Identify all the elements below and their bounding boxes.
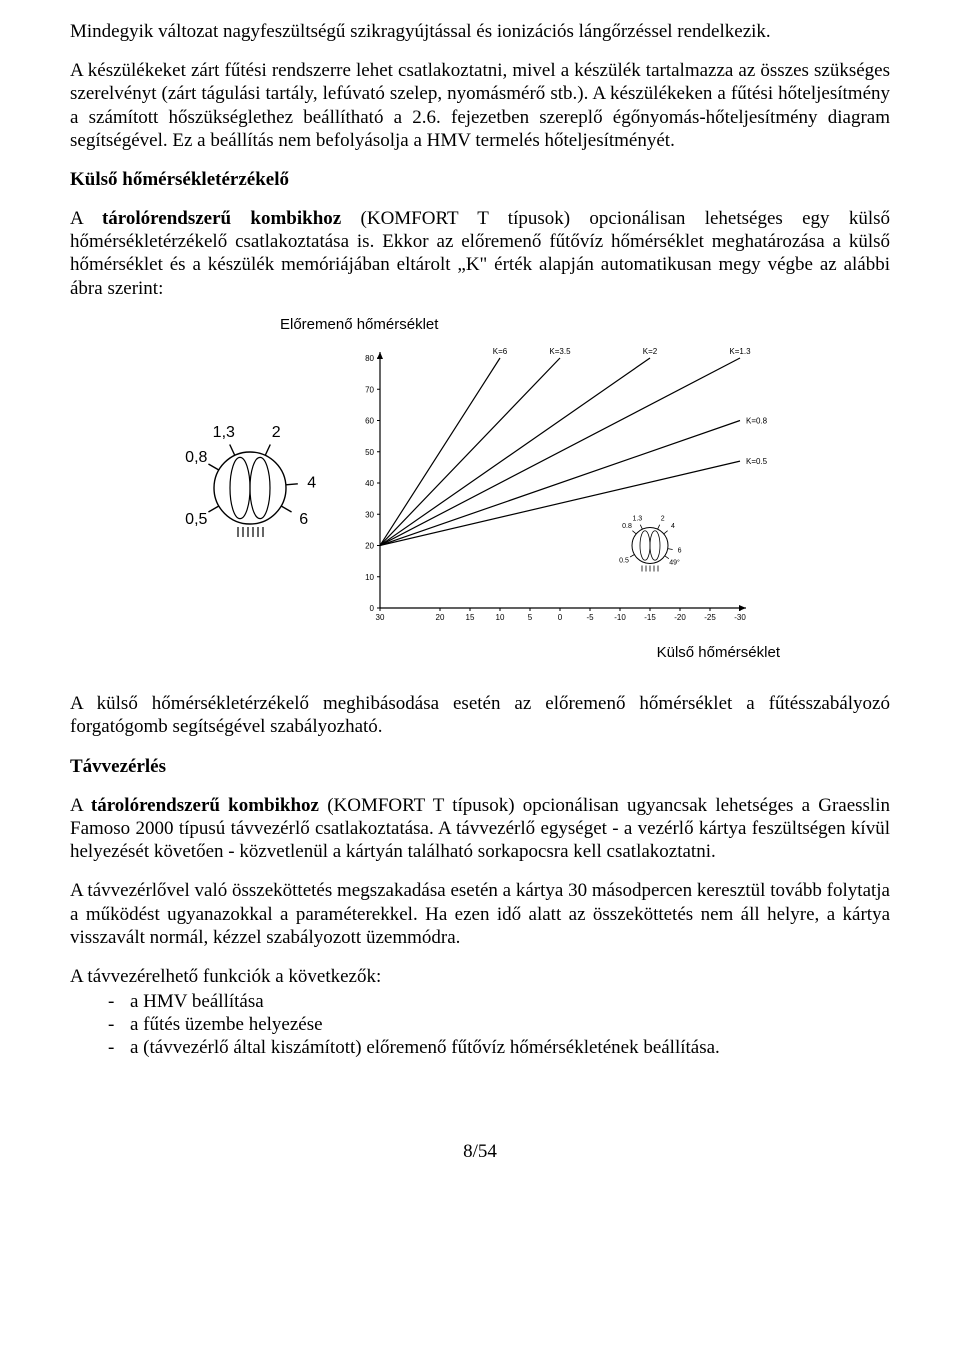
svg-text:K=3.5: K=3.5 bbox=[549, 347, 571, 356]
svg-text:0.5: 0.5 bbox=[619, 558, 629, 565]
svg-text:-10: -10 bbox=[614, 613, 626, 622]
svg-text:0,8: 0,8 bbox=[185, 449, 207, 466]
dial-illustration-large: 0,8 1,3 2 4 6 0,5 bbox=[170, 408, 330, 568]
heading-outdoor-sensor: Külső hőmérsékletérzékelő bbox=[70, 168, 890, 191]
svg-text:K=6: K=6 bbox=[493, 347, 508, 356]
svg-text:20: 20 bbox=[365, 542, 374, 551]
paragraph: A tárolórendszerű kombikhoz (KOMFORT T t… bbox=[70, 794, 890, 864]
svg-text:2: 2 bbox=[272, 424, 281, 441]
svg-text:15: 15 bbox=[466, 613, 475, 622]
chart-heating-curve: Előremenő hőmérséklet 0,81,32460,5 80706… bbox=[170, 316, 790, 663]
paragraph: A készülékeket zárt fűtési rendszerre le… bbox=[70, 59, 890, 152]
svg-text:80: 80 bbox=[365, 354, 374, 363]
svg-text:4: 4 bbox=[671, 523, 675, 530]
paragraph: A külső hőmérsékletérzékelő meghibásodás… bbox=[70, 692, 890, 738]
svg-text:K=1.3: K=1.3 bbox=[729, 347, 751, 356]
svg-text:49°: 49° bbox=[669, 559, 680, 567]
text-run-bold: tárolórendszerű kombikhoz bbox=[91, 795, 319, 816]
svg-text:20: 20 bbox=[436, 613, 445, 622]
svg-text:5: 5 bbox=[528, 613, 533, 622]
page-number: 8/54 bbox=[70, 1140, 890, 1163]
svg-text:-5: -5 bbox=[586, 613, 594, 622]
svg-text:1,3: 1,3 bbox=[213, 424, 235, 441]
svg-text:K=2: K=2 bbox=[643, 347, 658, 356]
svg-text:70: 70 bbox=[365, 385, 374, 394]
svg-text:-20: -20 bbox=[674, 613, 686, 622]
svg-text:40: 40 bbox=[365, 479, 374, 488]
svg-text:30: 30 bbox=[376, 613, 385, 622]
svg-text:K=0.5: K=0.5 bbox=[746, 457, 768, 466]
line-chart: 807060504030201003020151050-5-10-15-20-2… bbox=[350, 338, 790, 638]
paragraph: Mindegyik változat nagyfeszültségű szikr… bbox=[70, 20, 890, 43]
list-item: a HMV beállítása bbox=[130, 990, 890, 1013]
svg-text:6: 6 bbox=[299, 511, 308, 528]
text-run-bold: tárolórendszerű kombikhoz bbox=[102, 208, 341, 229]
svg-text:-25: -25 bbox=[704, 613, 716, 622]
svg-text:-30: -30 bbox=[734, 613, 746, 622]
svg-text:6: 6 bbox=[678, 548, 682, 555]
svg-text:10: 10 bbox=[496, 613, 505, 622]
svg-text:K=0.8: K=0.8 bbox=[746, 417, 768, 426]
svg-text:60: 60 bbox=[365, 417, 374, 426]
svg-text:-15: -15 bbox=[644, 613, 656, 622]
chart-x-axis-title: Külső hőmérséklet bbox=[170, 644, 780, 662]
svg-text:0.8: 0.8 bbox=[622, 523, 632, 530]
svg-text:0,5: 0,5 bbox=[185, 511, 207, 528]
svg-text:0: 0 bbox=[370, 604, 375, 613]
svg-text:50: 50 bbox=[365, 448, 374, 457]
svg-text:30: 30 bbox=[365, 510, 374, 519]
svg-text:2: 2 bbox=[661, 515, 665, 522]
paragraph: A tárolórendszerű kombikhoz (KOMFORT T t… bbox=[70, 207, 890, 300]
list-item: a fűtés üzembe helyezése bbox=[130, 1013, 890, 1036]
function-list: a HMV beállítása a fűtés üzembe helyezés… bbox=[70, 990, 890, 1060]
list-intro: A távvezérelhető funkciók a következők: bbox=[70, 965, 890, 988]
chart-y-axis-title: Előremenő hőmérséklet bbox=[280, 316, 790, 334]
svg-text:0: 0 bbox=[558, 613, 563, 622]
svg-text:10: 10 bbox=[365, 573, 374, 582]
text-run: A bbox=[70, 795, 91, 816]
svg-text:4: 4 bbox=[307, 475, 316, 492]
list-item: a (távvezérlő által kiszámított) előreme… bbox=[130, 1036, 890, 1059]
heading-remote-control: Távvezérlés bbox=[70, 755, 890, 778]
paragraph: A távvezérlővel való összeköttetés megsz… bbox=[70, 879, 890, 949]
text-run: A bbox=[70, 208, 102, 229]
svg-text:1.3: 1.3 bbox=[632, 515, 642, 522]
